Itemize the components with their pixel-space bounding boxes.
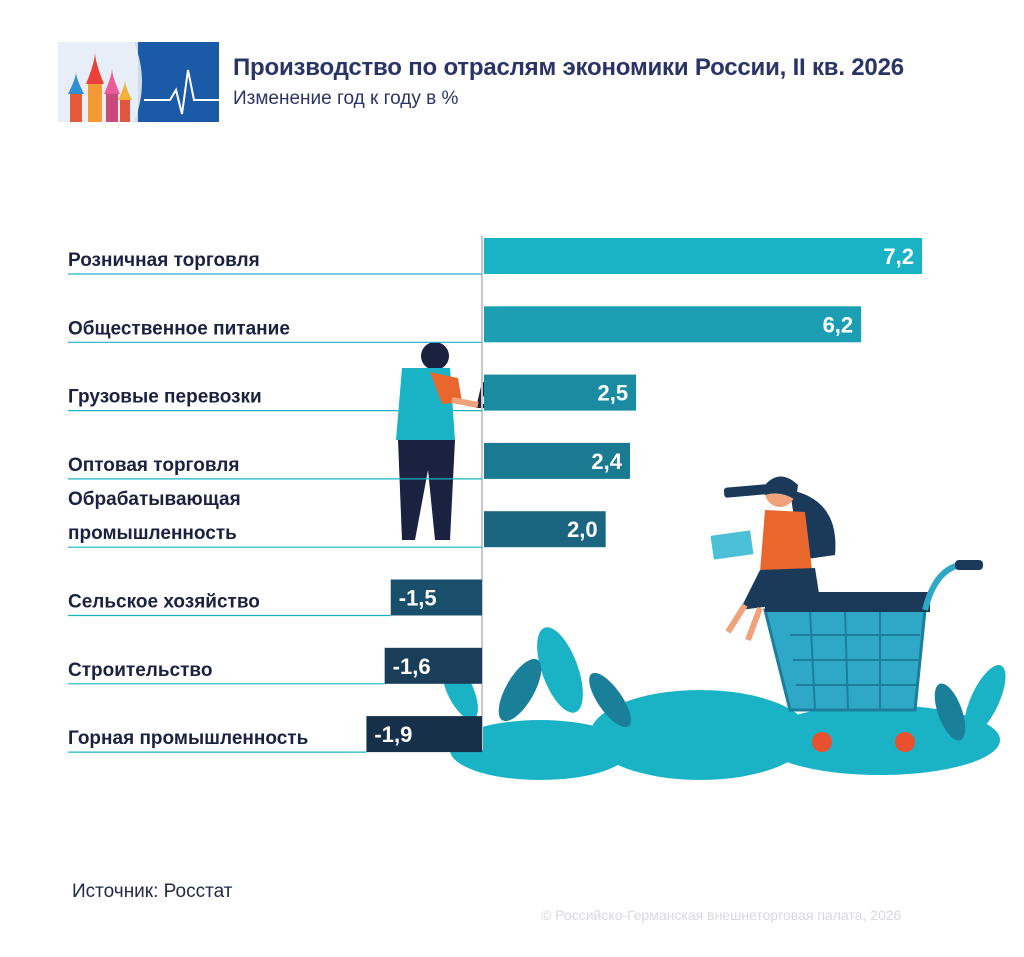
category-label-3: Оптовая торговля bbox=[68, 455, 239, 476]
value-label-2: 2,5 bbox=[597, 381, 628, 406]
chart-title: Производство по отраслям экономики Росси… bbox=[233, 54, 904, 81]
value-label-1: 6,2 bbox=[823, 312, 854, 337]
category-label-line-6-0: Строительство bbox=[68, 660, 212, 681]
category-separators bbox=[68, 273, 482, 753]
category-label-line-0-0: Розничная торговля bbox=[68, 250, 260, 271]
category-labels: Розничная торговля Общественное питание Гр… bbox=[68, 250, 308, 749]
value-label-7: -1,9 bbox=[374, 722, 412, 747]
category-label-line-4-1: промышленность bbox=[68, 523, 237, 544]
category-label-line-1-0: Общественное питание bbox=[68, 318, 290, 339]
value-label-5: -1,5 bbox=[399, 586, 437, 611]
bar-2 bbox=[484, 374, 637, 411]
bar-3 bbox=[484, 442, 630, 479]
value-label-3: 2,4 bbox=[591, 449, 622, 474]
value-labels: 7,2 6,2 2,5 2,4 2,0 -1,5 -1,6 -1,9 bbox=[374, 244, 914, 747]
category-label-line-2-0: Грузовые перевозки bbox=[68, 387, 262, 408]
illustration bbox=[396, 342, 1006, 780]
category-label-0: Розничная торговля bbox=[68, 250, 260, 271]
category-label-6: Строительство bbox=[68, 660, 212, 681]
category-label-1: Общественное питание bbox=[68, 318, 290, 339]
value-label-4: 2,0 bbox=[567, 517, 598, 542]
copyright-note: © Российско-Германская внешнеторговая па… bbox=[541, 907, 902, 923]
category-label-line-7-0: Горная промышленность bbox=[68, 728, 308, 749]
category-label-7: Горная промышленность bbox=[68, 728, 308, 749]
bar-1 bbox=[484, 306, 862, 343]
logo bbox=[58, 42, 219, 122]
source-note: Источник: Росстат bbox=[72, 881, 233, 902]
category-label-4: Обрабатывающая промышленность bbox=[68, 489, 241, 544]
value-label-0: 7,2 bbox=[883, 244, 914, 269]
bars bbox=[366, 238, 922, 753]
leaves-icon bbox=[442, 627, 1006, 780]
woman-with-spyglass-icon bbox=[710, 476, 836, 642]
category-label-line-3-0: Оптовая торговля bbox=[68, 455, 239, 476]
man-with-laptop-icon bbox=[396, 342, 522, 540]
category-label-line-5-0: Сельское хозяйство bbox=[68, 592, 260, 613]
bar-0 bbox=[484, 238, 922, 274]
bar-6 bbox=[384, 647, 482, 684]
bar-4 bbox=[484, 511, 606, 548]
value-label-6: -1,6 bbox=[393, 654, 431, 679]
chart-subtitle: Изменение год к году в % bbox=[233, 88, 459, 109]
bar-7 bbox=[366, 716, 482, 753]
category-label-line-4-0: Обрабатывающая bbox=[68, 489, 241, 510]
bar-5 bbox=[390, 579, 482, 616]
category-label-2: Грузовые перевозки bbox=[68, 387, 262, 408]
category-label-5: Сельское хозяйство bbox=[68, 592, 260, 613]
